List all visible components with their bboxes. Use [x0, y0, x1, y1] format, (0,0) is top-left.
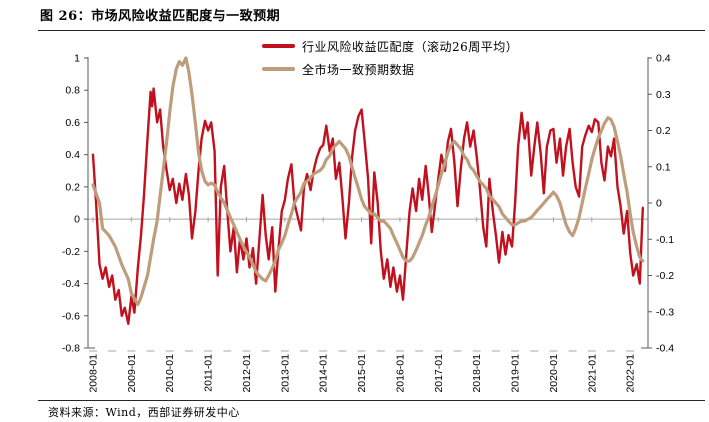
- right-axis-tick-label: 0.4: [656, 53, 671, 65]
- x-axis-tick-label: 2008-01: [88, 354, 100, 393]
- x-axis-tick-label: 2014-01: [318, 354, 330, 393]
- left-axis-tick-label: 0: [74, 214, 80, 226]
- x-axis-tick-label: 2012-01: [241, 354, 253, 393]
- x-axis-tick-label: 2010-01: [164, 354, 176, 393]
- x-axis-tick-label: 2015-01: [356, 354, 368, 393]
- legend-item-industry-risk-return: 行业风险收益匹配度（滚动26周平均）: [262, 39, 519, 54]
- left-axis-tick-label: 0.6: [65, 117, 80, 129]
- x-axis-tick-label: 2011-01: [203, 354, 215, 392]
- legend-item-market-consensus: 全市场一致预期数据: [262, 62, 518, 77]
- right-axis-tick-label: -0.1: [656, 234, 674, 246]
- left-axis-tick-label: 0.4: [65, 149, 80, 161]
- left-axis-tick-label: -0.2: [62, 246, 80, 258]
- x-axis-tick-label: 2017-01: [433, 354, 445, 393]
- left-axis-tick-label: 1: [74, 53, 80, 65]
- x-axis-tick-label: 2021-01: [586, 354, 598, 393]
- red-line-swatch-icon: [262, 44, 295, 48]
- legend-label: 行业风险收益匹配度（滚动26周平均）: [302, 39, 519, 54]
- top-divider: [38, 30, 705, 31]
- right-axis-tick-label: 0: [656, 198, 662, 210]
- series-line-1: [91, 56, 645, 307]
- left-axis-tick-label: -0.4: [62, 278, 80, 290]
- right-axis-tick-label: -0.3: [656, 306, 674, 318]
- right-axis-tick-label: 0.3: [656, 89, 671, 101]
- left-axis-tick-label: -0.6: [62, 310, 80, 322]
- right-axis-tick-label: 0.2: [656, 125, 671, 137]
- x-axis-tick-label: 2013-01: [279, 354, 291, 393]
- x-axis-tick-label: 2018-01: [471, 354, 483, 393]
- right-axis-tick-label: 0.1: [656, 161, 671, 173]
- page-title: 图 26：市场风险收益匹配度与一致预期: [40, 9, 281, 24]
- left-axis-tick-label: 0.2: [65, 181, 80, 193]
- series-line-0: [91, 87, 644, 325]
- tan-line-swatch-icon: [262, 67, 295, 71]
- left-axis-tick-label: -0.8: [62, 343, 80, 355]
- left-axis-tick-label: 0.8: [65, 85, 80, 97]
- source-note: 资料来源：Wind，西部证券研发中心: [48, 406, 240, 419]
- x-axis-tick-label: 2020-01: [548, 354, 560, 393]
- x-axis-tick-label: 2019-01: [510, 354, 522, 393]
- chart-legend: 行业风险收益匹配度（滚动26周平均） 全市场一致预期数据: [262, 39, 519, 77]
- x-axis-tick-label: 2022-01: [625, 354, 637, 393]
- bottom-divider: [38, 400, 705, 401]
- x-axis-tick-label: 2009-01: [126, 354, 138, 393]
- x-axis-tick-label: 2016-01: [394, 354, 406, 393]
- right-axis-tick-label: -0.2: [656, 270, 674, 282]
- right-axis-tick-label: -0.4: [656, 343, 674, 355]
- legend-label: 全市场一致预期数据: [302, 62, 415, 77]
